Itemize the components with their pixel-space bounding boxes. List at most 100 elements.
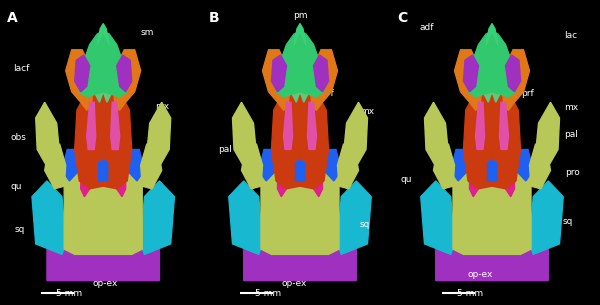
Text: 5 mm: 5 mm (56, 289, 82, 298)
Polygon shape (241, 144, 263, 189)
Polygon shape (343, 102, 367, 170)
Polygon shape (499, 102, 508, 149)
Polygon shape (433, 144, 455, 189)
Text: pa: pa (290, 225, 301, 234)
Polygon shape (127, 149, 145, 181)
Polygon shape (244, 244, 356, 281)
Polygon shape (337, 181, 371, 254)
Polygon shape (32, 181, 65, 254)
Polygon shape (47, 244, 160, 281)
Polygon shape (476, 102, 485, 149)
Polygon shape (468, 31, 516, 97)
Polygon shape (86, 52, 103, 102)
Text: pa: pa (98, 227, 109, 236)
Text: adf: adf (420, 23, 434, 32)
Text: obs: obs (11, 133, 26, 142)
Text: prf: prf (521, 88, 533, 98)
Polygon shape (421, 181, 455, 254)
Polygon shape (261, 144, 339, 254)
Polygon shape (486, 23, 498, 45)
Text: fr: fr (85, 124, 92, 133)
Polygon shape (114, 50, 140, 110)
Text: op-ex: op-ex (281, 278, 307, 288)
Polygon shape (453, 144, 531, 254)
Polygon shape (487, 160, 497, 181)
Polygon shape (80, 102, 90, 197)
Polygon shape (424, 102, 448, 170)
Polygon shape (284, 52, 300, 102)
Polygon shape (337, 144, 359, 189)
Text: lac: lac (564, 30, 577, 40)
Polygon shape (35, 102, 60, 170)
Polygon shape (259, 149, 276, 181)
Polygon shape (436, 244, 548, 281)
Polygon shape (64, 144, 142, 254)
Polygon shape (116, 102, 126, 197)
Polygon shape (140, 181, 175, 254)
Text: sq: sq (15, 225, 25, 234)
Polygon shape (62, 149, 79, 181)
Text: fr: fr (484, 127, 491, 136)
Text: pm: pm (293, 11, 307, 20)
Polygon shape (111, 102, 119, 149)
Text: mx: mx (360, 107, 374, 116)
Text: pro: pro (565, 168, 580, 177)
Polygon shape (536, 102, 560, 170)
Polygon shape (79, 31, 127, 97)
Polygon shape (276, 31, 324, 97)
Polygon shape (146, 102, 170, 170)
Polygon shape (296, 160, 304, 181)
Text: 5 mm: 5 mm (255, 289, 281, 298)
Polygon shape (140, 144, 162, 189)
Polygon shape (530, 181, 563, 254)
Polygon shape (263, 50, 290, 110)
Text: sq: sq (360, 220, 370, 229)
Polygon shape (451, 149, 468, 181)
Text: prf: prf (321, 88, 334, 98)
Text: op-ex: op-ex (92, 278, 118, 288)
Polygon shape (103, 52, 119, 102)
Polygon shape (229, 181, 263, 254)
Text: pt: pt (149, 158, 158, 167)
Polygon shape (74, 55, 90, 92)
Polygon shape (455, 50, 482, 110)
Text: pal: pal (564, 130, 578, 139)
Polygon shape (116, 55, 132, 92)
Text: fr: fr (290, 127, 298, 136)
Text: pa: pa (487, 225, 497, 234)
Text: C: C (397, 11, 407, 25)
Polygon shape (74, 87, 132, 189)
Text: op-ex: op-ex (467, 270, 493, 279)
Polygon shape (277, 102, 287, 197)
Text: sq: sq (563, 217, 573, 226)
Polygon shape (98, 160, 108, 181)
Polygon shape (271, 87, 329, 189)
Polygon shape (464, 55, 479, 92)
Text: sm: sm (141, 27, 154, 37)
Polygon shape (314, 55, 329, 92)
Polygon shape (476, 52, 492, 102)
Text: pal: pal (218, 145, 232, 154)
Polygon shape (300, 52, 317, 102)
Text: B: B (209, 11, 220, 25)
Text: qu: qu (11, 181, 22, 191)
Polygon shape (505, 102, 515, 197)
Polygon shape (502, 50, 530, 110)
Text: na: na (292, 64, 302, 73)
Polygon shape (464, 87, 521, 189)
Text: mx: mx (155, 102, 169, 111)
Text: mx: mx (564, 103, 578, 112)
Polygon shape (314, 102, 323, 197)
Polygon shape (516, 149, 533, 181)
Polygon shape (233, 102, 257, 170)
Polygon shape (324, 149, 341, 181)
Text: A: A (7, 11, 18, 25)
Text: 5 mm: 5 mm (457, 289, 484, 298)
Polygon shape (44, 144, 65, 189)
Polygon shape (65, 50, 92, 110)
Polygon shape (97, 23, 109, 45)
Text: na: na (89, 63, 100, 72)
Polygon shape (271, 55, 287, 92)
Polygon shape (492, 52, 508, 102)
Polygon shape (505, 55, 521, 92)
